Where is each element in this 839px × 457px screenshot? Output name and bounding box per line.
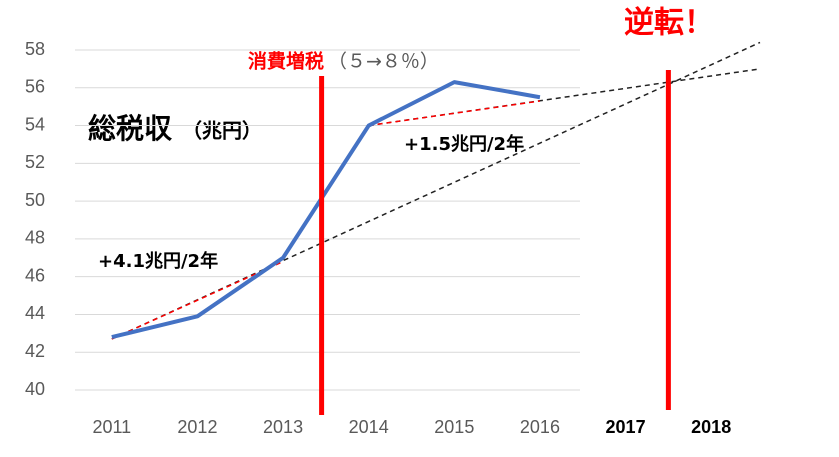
x-tick-label: 2015: [434, 417, 474, 437]
trend-line: [111, 41, 761, 340]
x-tick-label: 2014: [349, 417, 389, 437]
annotation: +4.1兆円/2年: [98, 250, 218, 272]
trend-line: [368, 100, 541, 127]
y-tick-label: 52: [25, 152, 45, 172]
x-tick-label: 2011: [92, 417, 131, 437]
x-tick-label: 2018: [691, 417, 731, 437]
y-tick-label: 56: [25, 77, 45, 97]
y-tick-label: 46: [25, 265, 45, 285]
y-tick-label: 50: [25, 190, 45, 210]
y-tick-label: 58: [25, 39, 45, 59]
annotation: 消費増税: [248, 50, 324, 73]
y-tick-label: 42: [25, 341, 45, 361]
annotation: （５→８％）: [328, 51, 439, 73]
trend-line: [111, 260, 284, 340]
chart-title: 総税収: [88, 112, 173, 145]
x-tick-label: 2016: [520, 417, 560, 437]
y-tick-label: 54: [25, 114, 45, 134]
annotation: +1.5兆円/2年: [404, 133, 524, 155]
x-tick-label: 2017: [606, 417, 646, 437]
y-tick-label: 48: [25, 228, 45, 248]
y-tick-label: 44: [25, 303, 45, 323]
data-line: [111, 80, 541, 340]
annotation: 逆転！: [624, 6, 714, 41]
x-tick-label: 2013: [263, 417, 303, 437]
y-tick-label: 40: [25, 379, 45, 399]
y-unit: （兆円）: [182, 119, 262, 143]
x-tick-label: 2012: [177, 417, 217, 437]
